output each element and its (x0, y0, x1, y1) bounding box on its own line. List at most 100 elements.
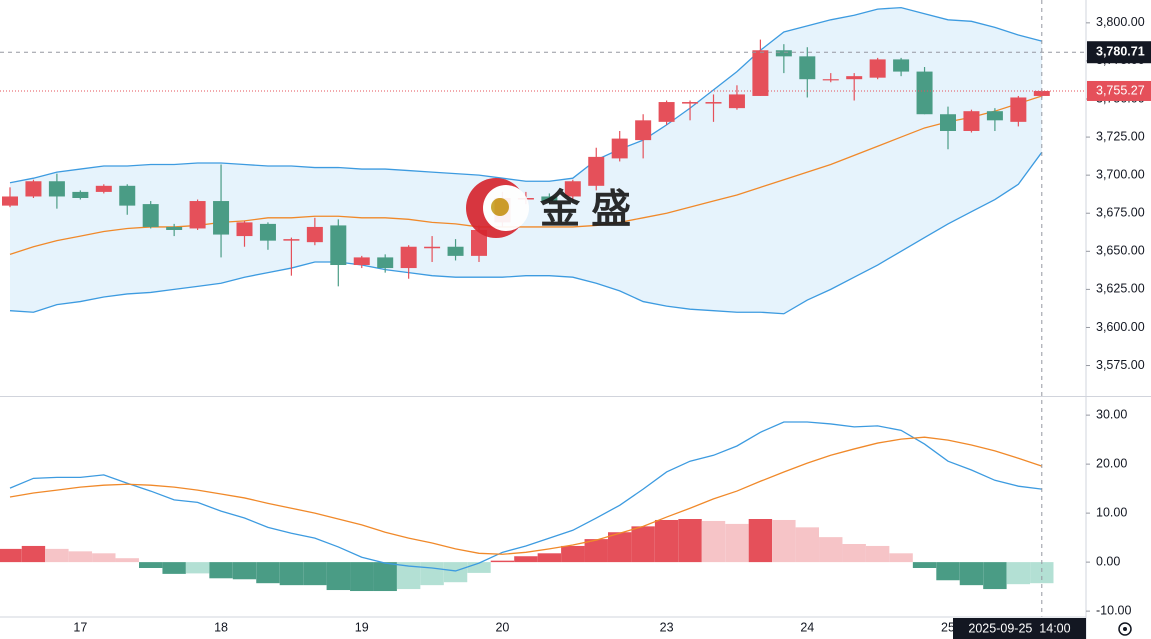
last-price-box (1087, 80, 1151, 101)
histogram-bar (303, 562, 327, 586)
candle-body (822, 79, 839, 81)
histogram-bar (819, 537, 843, 563)
histogram-bar (467, 562, 491, 573)
price-axis (1086, 0, 1151, 639)
candle-body (728, 94, 745, 109)
y-tick-label: 20.00 (1096, 456, 1127, 470)
candle-body (189, 201, 206, 229)
histogram-bar (232, 562, 257, 580)
histogram-bar (209, 562, 233, 579)
x-tick-label: 20 (495, 620, 509, 634)
histogram-bar (561, 545, 585, 563)
histogram-bar (92, 553, 116, 563)
histogram-bar (725, 523, 749, 563)
histogram-bar (514, 556, 538, 563)
histogram-bar (490, 560, 515, 563)
histogram-bar (701, 520, 726, 563)
y-tick-label: 3,725.00 (1096, 129, 1145, 143)
histogram-bar (842, 543, 866, 563)
y-tick-label: 3,575.00 (1096, 358, 1145, 372)
crosshair-time-box (953, 618, 1086, 639)
histogram-bar (959, 562, 984, 586)
histogram-bar (795, 527, 819, 563)
y-tick-label: 3,700.00 (1096, 167, 1145, 181)
candle-body (893, 59, 910, 72)
candle-body (682, 102, 699, 104)
histogram-bar (912, 562, 937, 569)
histogram-bar (772, 519, 796, 563)
y-tick-label: 3,600.00 (1096, 320, 1145, 334)
candle-body (564, 181, 581, 197)
settings-icon (1118, 622, 1132, 636)
candle-body (25, 181, 42, 197)
y-tick-label: 3,650.00 (1096, 244, 1145, 258)
candle-body (916, 71, 933, 115)
candle-body (236, 222, 253, 237)
y-tick-label: 3,625.00 (1096, 282, 1145, 296)
y-tick-label: 10.00 (1096, 505, 1127, 519)
candle-body (2, 196, 18, 206)
settings-icon-dot (1123, 627, 1127, 631)
watermark-logo: 金 盛 (466, 178, 631, 238)
time-axis (0, 617, 1086, 639)
histogram-bar (21, 545, 46, 563)
candle-body (400, 246, 417, 269)
histogram-bar (1006, 562, 1031, 585)
candle-body (1033, 90, 1050, 96)
crosshair-time-label: 2025-09-25 14:00 (968, 621, 1070, 635)
candle-body (775, 50, 792, 57)
candle-body (1010, 97, 1027, 122)
histogram-bar (45, 548, 69, 563)
candle-body (541, 196, 558, 202)
candle-body (72, 191, 89, 198)
histogram-bar (889, 553, 913, 563)
candle-body (142, 204, 159, 227)
histogram-bar (608, 532, 632, 563)
histogram-bar (162, 562, 186, 574)
macd-line (9, 436, 1043, 555)
y-tick-label: 3,675.00 (1096, 206, 1145, 220)
candle-body (283, 239, 300, 241)
candle-body (705, 102, 722, 104)
histogram-bar (983, 562, 1007, 590)
histogram-bar (678, 519, 702, 563)
x-tick-label: 18 (214, 620, 228, 634)
histogram-bar (936, 562, 960, 581)
histogram-bar (420, 562, 444, 586)
histogram-bar (865, 545, 890, 563)
candle-body (447, 246, 464, 256)
candle-body (306, 226, 323, 243)
watermark-text: 金 盛 (539, 187, 631, 232)
histogram-bar (139, 562, 163, 569)
logo-ball (491, 198, 509, 216)
candle-body (330, 225, 347, 266)
candle-body (95, 185, 112, 192)
plot-area (0, 6, 1054, 592)
candle-body (588, 156, 605, 186)
candle-body (377, 257, 394, 269)
histogram-bar (1030, 562, 1054, 584)
last-price-label: 3,755.27 (1096, 83, 1145, 97)
candle-body (940, 114, 956, 131)
histogram-bar (396, 562, 421, 590)
y-tick-label: -10.00 (1096, 603, 1131, 617)
histogram-bar (68, 551, 93, 563)
indicator-line (9, 95, 1043, 255)
histogram-bar (631, 526, 655, 563)
x-tick-label: 19 (355, 620, 369, 634)
candle-body (869, 59, 886, 78)
x-tick-label: 17 (73, 620, 87, 634)
histogram-bar (748, 519, 773, 563)
histogram-bar (350, 562, 374, 592)
x-tick-label: 24 (800, 620, 814, 634)
crosshair-price-box (1087, 41, 1151, 64)
histogram-bar (0, 548, 22, 563)
y-tick-label: 0.00 (1096, 554, 1120, 568)
candle-body (635, 120, 652, 141)
candle-body (799, 56, 816, 80)
candle-body (611, 138, 628, 159)
x-tick-label: 25 (941, 620, 955, 634)
indicator-line (9, 151, 1043, 315)
